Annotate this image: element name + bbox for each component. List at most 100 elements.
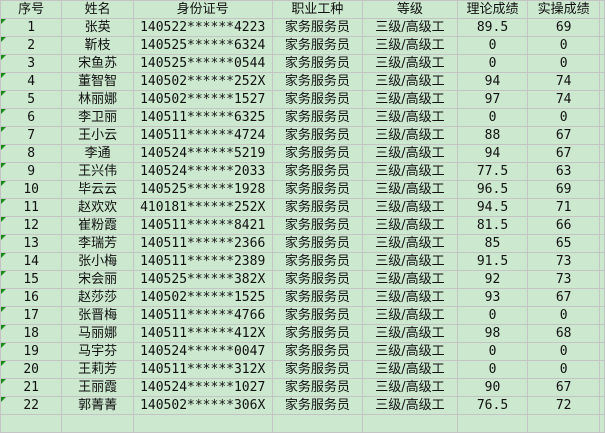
- cell-seq[interactable]: 4: [0, 72, 63, 91]
- cell-level[interactable]: 三级/高级工: [362, 198, 458, 217]
- cell-practice[interactable]: 74: [527, 72, 600, 91]
- cell-name[interactable]: 宋会丽: [61, 270, 134, 289]
- cell-id[interactable]: 140524******1027: [132, 378, 273, 397]
- cell-level[interactable]: 三级/高级工: [362, 54, 458, 73]
- cell-practice[interactable]: 67: [527, 126, 600, 145]
- column-header-id[interactable]: 身份证号: [132, 0, 273, 19]
- cell-theory[interactable]: 77.5: [456, 162, 529, 181]
- empty-cell[interactable]: [527, 414, 600, 433]
- cell-name[interactable]: 毕云云: [61, 180, 134, 199]
- cell-job[interactable]: 家务服务员: [271, 72, 364, 91]
- empty-cell[interactable]: [599, 270, 605, 289]
- empty-cell[interactable]: [599, 72, 605, 91]
- cell-job[interactable]: 家务服务员: [271, 306, 364, 325]
- cell-job[interactable]: 家务服务员: [271, 144, 364, 163]
- cell-seq[interactable]: 13: [0, 234, 63, 253]
- cell-seq[interactable]: 8: [0, 144, 63, 163]
- cell-name[interactable]: 宋鱼苏: [61, 54, 134, 73]
- cell-seq[interactable]: 16: [0, 288, 63, 307]
- empty-cell[interactable]: [599, 342, 605, 361]
- empty-cell[interactable]: [599, 252, 605, 271]
- cell-practice[interactable]: 74: [527, 90, 600, 109]
- cell-job[interactable]: 家务服务员: [271, 108, 364, 127]
- cell-theory[interactable]: 98: [456, 324, 529, 343]
- cell-seq[interactable]: 12: [0, 216, 63, 235]
- column-header-job[interactable]: 职业工种: [271, 0, 364, 19]
- cell-name[interactable]: 林丽娜: [61, 90, 134, 109]
- cell-theory[interactable]: 91.5: [456, 252, 529, 271]
- cell-theory[interactable]: 76.5: [456, 396, 529, 415]
- cell-id[interactable]: 140511******412X: [132, 324, 273, 343]
- cell-practice[interactable]: 66: [527, 216, 600, 235]
- empty-cell[interactable]: [599, 144, 605, 163]
- cell-level[interactable]: 三级/高级工: [362, 162, 458, 181]
- cell-theory[interactable]: 97: [456, 90, 529, 109]
- cell-practice[interactable]: 0: [527, 342, 600, 361]
- empty-cell[interactable]: [599, 18, 605, 37]
- empty-cell[interactable]: [599, 126, 605, 145]
- cell-seq[interactable]: 5: [0, 90, 63, 109]
- cell-seq[interactable]: 20: [0, 360, 63, 379]
- cell-level[interactable]: 三级/高级工: [362, 306, 458, 325]
- cell-name[interactable]: 王丽霞: [61, 378, 134, 397]
- cell-theory[interactable]: 92: [456, 270, 529, 289]
- cell-job[interactable]: 家务服务员: [271, 288, 364, 307]
- empty-cell[interactable]: [599, 360, 605, 379]
- empty-cell[interactable]: [599, 216, 605, 235]
- cell-job[interactable]: 家务服务员: [271, 36, 364, 55]
- empty-cell[interactable]: [271, 414, 364, 433]
- cell-seq[interactable]: 22: [0, 396, 63, 415]
- cell-seq[interactable]: 17: [0, 306, 63, 325]
- cell-level[interactable]: 三级/高级工: [362, 36, 458, 55]
- cell-seq[interactable]: 2: [0, 36, 63, 55]
- cell-practice[interactable]: 63: [527, 162, 600, 181]
- empty-cell[interactable]: [599, 306, 605, 325]
- cell-seq[interactable]: 10: [0, 180, 63, 199]
- empty-cell[interactable]: [599, 108, 605, 127]
- cell-job[interactable]: 家务服务员: [271, 324, 364, 343]
- cell-theory[interactable]: 0: [456, 342, 529, 361]
- cell-job[interactable]: 家务服务员: [271, 198, 364, 217]
- column-header-seq[interactable]: 序号: [0, 0, 63, 19]
- empty-cell[interactable]: [599, 234, 605, 253]
- cell-name[interactable]: 崔粉霞: [61, 216, 134, 235]
- empty-cell[interactable]: [599, 90, 605, 109]
- cell-name[interactable]: 马丽娜: [61, 324, 134, 343]
- cell-practice[interactable]: 0: [527, 36, 600, 55]
- cell-practice[interactable]: 0: [527, 306, 600, 325]
- cell-id[interactable]: 140511******8421: [132, 216, 273, 235]
- cell-practice[interactable]: 67: [527, 378, 600, 397]
- empty-cell[interactable]: [599, 396, 605, 415]
- cell-job[interactable]: 家务服务员: [271, 126, 364, 145]
- cell-theory[interactable]: 81.5: [456, 216, 529, 235]
- column-header-theory[interactable]: 理论成绩: [456, 0, 529, 19]
- cell-job[interactable]: 家务服务员: [271, 270, 364, 289]
- cell-level[interactable]: 三级/高级工: [362, 342, 458, 361]
- cell-level[interactable]: 三级/高级工: [362, 108, 458, 127]
- cell-practice[interactable]: 68: [527, 324, 600, 343]
- cell-seq[interactable]: 11: [0, 198, 63, 217]
- cell-level[interactable]: 三级/高级工: [362, 18, 458, 37]
- cell-theory[interactable]: 0: [456, 54, 529, 73]
- cell-seq[interactable]: 7: [0, 126, 63, 145]
- cell-job[interactable]: 家务服务员: [271, 216, 364, 235]
- cell-practice[interactable]: 71: [527, 198, 600, 217]
- cell-theory[interactable]: 0: [456, 360, 529, 379]
- cell-theory[interactable]: 89.5: [456, 18, 529, 37]
- cell-name[interactable]: 张英: [61, 18, 134, 37]
- cell-name[interactable]: 李瑞芳: [61, 234, 134, 253]
- empty-cell[interactable]: [599, 162, 605, 181]
- cell-seq[interactable]: 15: [0, 270, 63, 289]
- cell-job[interactable]: 家务服务员: [271, 342, 364, 361]
- cell-id[interactable]: 140525******0544: [132, 54, 273, 73]
- cell-level[interactable]: 三级/高级工: [362, 144, 458, 163]
- empty-cell[interactable]: [599, 0, 605, 19]
- empty-cell[interactable]: [599, 378, 605, 397]
- cell-name[interactable]: 郭菁菁: [61, 396, 134, 415]
- cell-seq[interactable]: 19: [0, 342, 63, 361]
- empty-cell[interactable]: [0, 414, 63, 433]
- cell-job[interactable]: 家务服务员: [271, 378, 364, 397]
- cell-level[interactable]: 三级/高级工: [362, 180, 458, 199]
- empty-cell[interactable]: [362, 414, 458, 433]
- empty-cell[interactable]: [599, 198, 605, 217]
